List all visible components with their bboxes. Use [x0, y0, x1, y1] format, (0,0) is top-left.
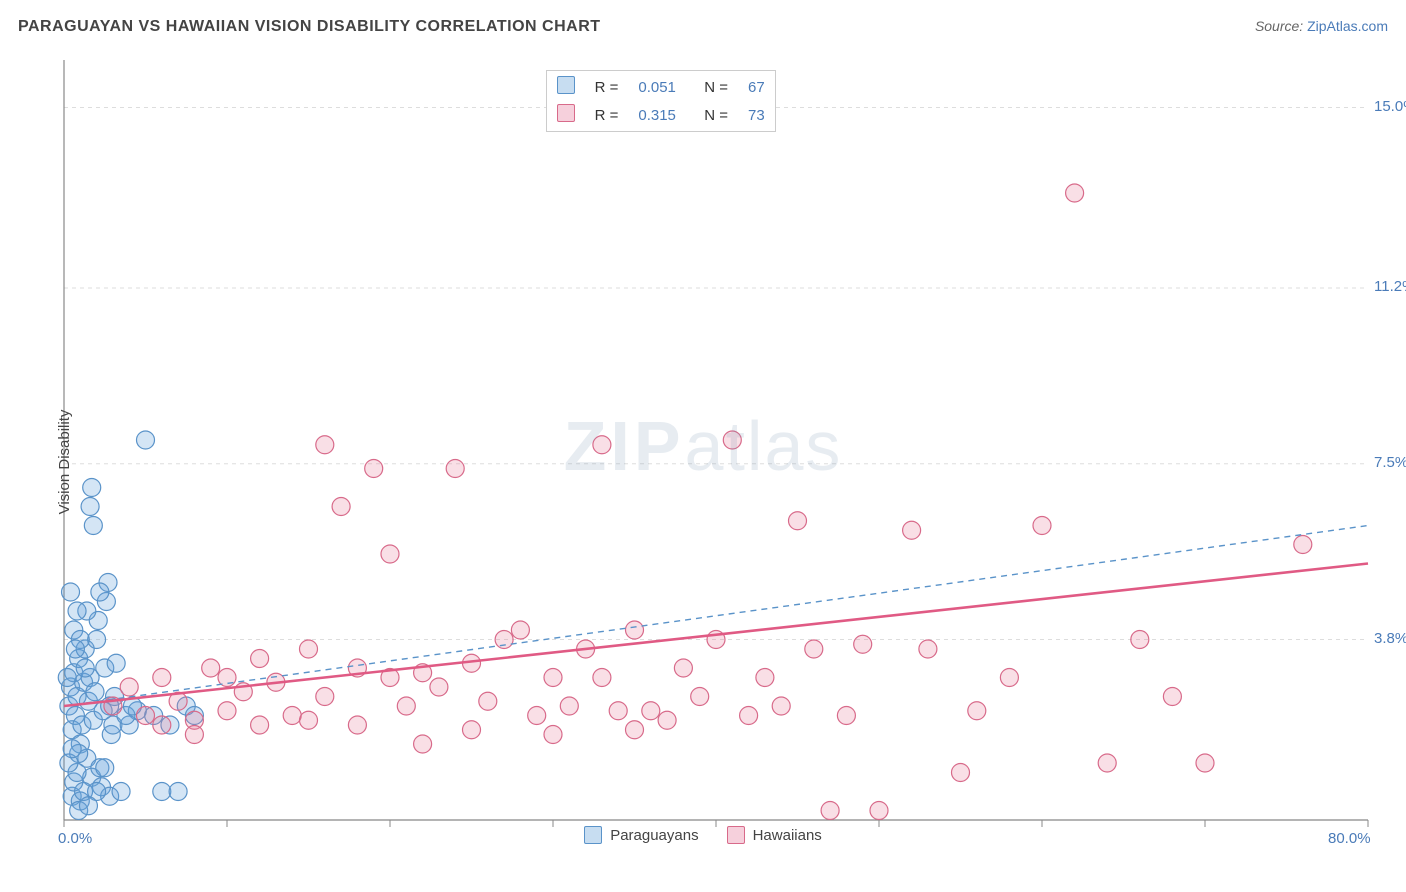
- series-paraguayans: [58, 431, 203, 820]
- source-prefix: Source:: [1255, 18, 1307, 34]
- stat-row-paraguayans: R =0.051 N =67: [547, 73, 775, 101]
- scatter-plot-svg: [18, 50, 1388, 850]
- stat-swatch: [557, 76, 575, 94]
- y-tick-label: 3.8%: [1374, 630, 1406, 647]
- chart-title: PARAGUAYAN VS HAWAIIAN VISION DISABILITY…: [18, 18, 601, 36]
- y-tick-label: 11.2%: [1374, 278, 1406, 295]
- chart-area: Vision Disability ZIPatlas R =0.051 N =6…: [18, 50, 1388, 874]
- stat-r-label: R =: [585, 101, 629, 129]
- chart-header: PARAGUAYAN VS HAWAIIAN VISION DISABILITY…: [18, 18, 1388, 36]
- legend-item: Paraguayans: [584, 826, 698, 844]
- legend-label: Hawaiians: [753, 827, 822, 844]
- chart-source: Source: ZipAtlas.com: [1255, 18, 1388, 34]
- legend-bottom: Paraguayans Hawaiians: [18, 826, 1388, 844]
- stat-r-label: R =: [585, 73, 629, 101]
- y-axis-label: Vision Disability: [56, 410, 73, 515]
- source-link[interactable]: ZipAtlas.com: [1307, 18, 1388, 34]
- legend-swatch: [727, 826, 745, 844]
- legend-item: Hawaiians: [727, 826, 822, 844]
- series-hawaiians: [104, 184, 1312, 820]
- y-tick-label: 15.0%: [1374, 98, 1406, 115]
- y-tick-label: 7.5%: [1374, 454, 1406, 471]
- stat-n-label: N =: [686, 73, 738, 101]
- x-axis-max-label: 80.0%: [1328, 830, 1371, 847]
- legend-label: Paraguayans: [610, 827, 698, 844]
- stat-r-value: 0.051: [628, 73, 686, 101]
- stat-n-value: 67: [738, 73, 775, 101]
- stat-n-label: N =: [686, 101, 738, 129]
- x-axis-min-label: 0.0%: [58, 830, 92, 847]
- stat-swatch: [557, 104, 575, 122]
- stat-r-value: 0.315: [628, 101, 686, 129]
- stat-n-value: 73: [738, 101, 775, 129]
- stat-row-hawaiians: R =0.315 N =73: [547, 101, 775, 129]
- legend-swatch: [584, 826, 602, 844]
- correlation-stat-box: R =0.051 N =67R =0.315 N =73: [546, 70, 776, 132]
